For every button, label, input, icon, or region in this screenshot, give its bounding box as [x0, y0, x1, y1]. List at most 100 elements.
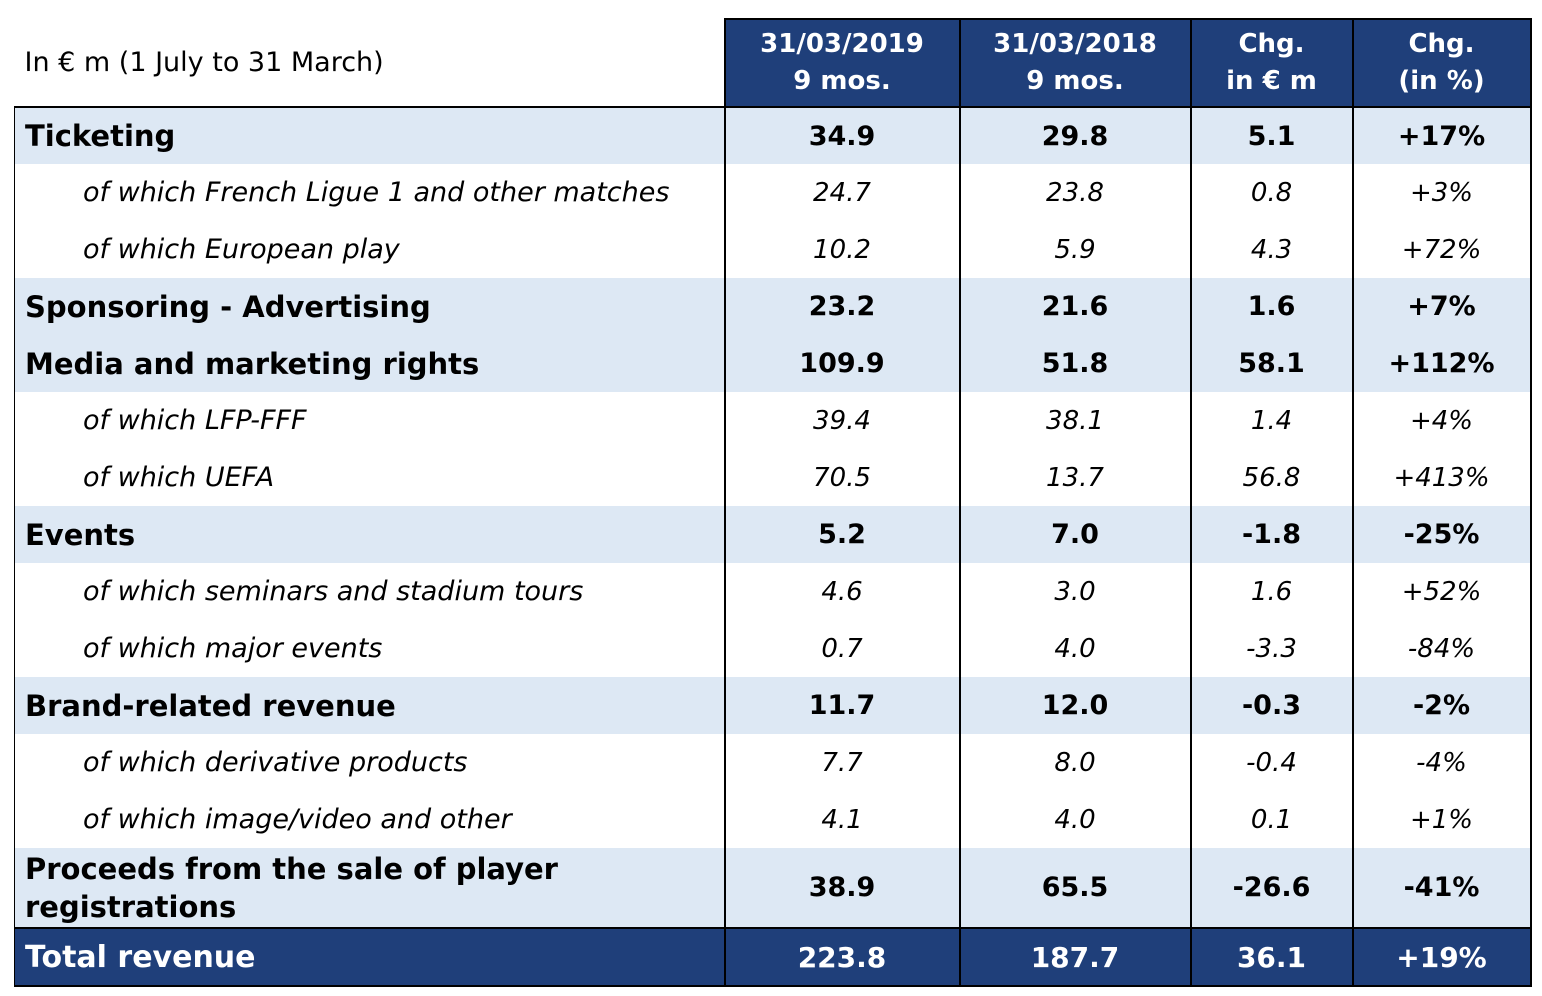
total-row: Total revenue 223.8 187.7 36.1 +19% — [14, 927, 1532, 987]
change-eur: 0.1 — [1189, 791, 1353, 848]
value-2018: 3.0 — [958, 563, 1191, 620]
change-pct: +4% — [1351, 392, 1532, 449]
change-eur: 5.1 — [1189, 107, 1353, 164]
row-label: Brand-related revenue — [14, 677, 725, 734]
change-pct: +3% — [1351, 164, 1532, 221]
table-body: Ticketing 34.9 29.8 5.1 +17% of which French … — [14, 107, 1532, 987]
column-header-2018: 31/03/2018 9 mos. — [958, 18, 1192, 108]
change-eur: 0.8 — [1189, 164, 1353, 221]
change-pct: +112% — [1351, 335, 1532, 392]
table-row: of which derivative products 7.7 8.0 -0.4 -4… — [14, 734, 1532, 791]
change-pct: +52% — [1351, 563, 1532, 620]
value-2019: 39.4 — [723, 392, 960, 449]
change-pct: +17% — [1351, 107, 1532, 164]
change-eur: 1.6 — [1189, 278, 1353, 335]
row-label: Media and marketing rights — [14, 335, 725, 392]
table-row: Brand-related revenue 11.7 12.0 -0.3 -2% — [14, 677, 1532, 734]
value-2018: 21.6 — [958, 278, 1191, 335]
revenue-table: In € m (1 July to 31 March) 31/03/2019 9… — [14, 18, 1532, 987]
table-row: of which image/video and other 4.1 4.0 0.1 +… — [14, 791, 1532, 848]
value-2018: 13.7 — [958, 449, 1191, 506]
value-2018: 65.5 — [958, 848, 1191, 928]
change-pct: +72% — [1351, 221, 1532, 278]
column-header-change-eur: Chg. in € m — [1189, 18, 1354, 108]
value-2018: 187.7 — [958, 927, 1191, 987]
value-2018: 38.1 — [958, 392, 1191, 449]
row-label: of which seminars and stadium tours — [14, 563, 725, 620]
value-2019: 223.8 — [723, 927, 960, 987]
value-2019: 5.2 — [723, 506, 960, 563]
change-pct: +413% — [1351, 449, 1532, 506]
change-pct: +1% — [1351, 791, 1532, 848]
value-2019: 0.7 — [723, 620, 960, 677]
value-2019: 4.6 — [723, 563, 960, 620]
change-pct: +19% — [1351, 927, 1532, 987]
change-pct: -25% — [1351, 506, 1532, 563]
row-label: Proceeds from the sale of player registr… — [14, 848, 725, 928]
row-label: of which derivative products — [14, 734, 725, 791]
value-2019: 4.1 — [723, 791, 960, 848]
change-pct: -4% — [1351, 734, 1532, 791]
value-2019: 7.7 — [723, 734, 960, 791]
value-2018: 29.8 — [958, 107, 1191, 164]
column-header-change-pct: Chg. (in %) — [1351, 18, 1532, 108]
value-2019: 70.5 — [723, 449, 960, 506]
column-header-line1: 31/03/2018 — [993, 29, 1157, 59]
value-2019: 23.2 — [723, 278, 960, 335]
column-header-line1: 31/03/2019 — [760, 29, 924, 59]
table-unit-label: In € m (1 July to 31 March) — [14, 19, 725, 108]
table-header-row: In € m (1 July to 31 March) 31/03/2019 9… — [14, 18, 1532, 108]
change-eur: -0.4 — [1189, 734, 1353, 791]
change-eur: 36.1 — [1189, 927, 1353, 987]
change-eur: 56.8 — [1189, 449, 1353, 506]
value-2018: 4.0 — [958, 791, 1191, 848]
value-2018: 51.8 — [958, 335, 1191, 392]
table-row: of which major events 0.7 4.0 -3.3 -84% — [14, 620, 1532, 677]
value-2018: 23.8 — [958, 164, 1191, 221]
change-eur: -0.3 — [1189, 677, 1353, 734]
table-row: Events 5.2 7.0 -1.8 -25% — [14, 506, 1532, 563]
value-2019: 10.2 — [723, 221, 960, 278]
change-pct: -41% — [1351, 848, 1532, 928]
value-2018: 4.0 — [958, 620, 1191, 677]
table-row: Ticketing 34.9 29.8 5.1 +17% — [14, 107, 1532, 164]
change-eur: -1.8 — [1189, 506, 1353, 563]
value-2019: 24.7 — [723, 164, 960, 221]
row-label: Sponsoring - Advertising — [14, 278, 725, 335]
change-pct: -2% — [1351, 677, 1532, 734]
column-header-line2: (in %) — [1398, 66, 1485, 96]
value-2018: 7.0 — [958, 506, 1191, 563]
change-eur: 1.4 — [1189, 392, 1353, 449]
value-2018: 5.9 — [958, 221, 1191, 278]
table-row: Sponsoring - Advertising 23.2 21.6 1.6 +7% — [14, 278, 1532, 335]
value-2019: 109.9 — [723, 335, 960, 392]
table-row: of which seminars and stadium tours 4.6 3.… — [14, 563, 1532, 620]
column-header-line2: 9 mos. — [793, 66, 891, 96]
row-label: Events — [14, 506, 725, 563]
column-header-line2: in € m — [1226, 66, 1317, 96]
column-header-line2: 9 mos. — [1026, 66, 1124, 96]
change-eur: 1.6 — [1189, 563, 1353, 620]
table-row: Media and marketing rights 109.9 51.8 58.1 +… — [14, 335, 1532, 392]
row-label: Total revenue — [14, 927, 725, 987]
row-label: Ticketing — [14, 107, 725, 164]
row-label: of which image/video and other — [14, 791, 725, 848]
table-row: Proceeds from the sale of player registr… — [14, 848, 1532, 928]
change-eur: 4.3 — [1189, 221, 1353, 278]
change-eur: 58.1 — [1189, 335, 1353, 392]
row-label: of which French Ligue 1 and other matche… — [14, 164, 725, 221]
table-row: of which French Ligue 1 and other matche… — [14, 164, 1532, 221]
row-label: of which UEFA — [14, 449, 725, 506]
change-pct: +7% — [1351, 278, 1532, 335]
table-row: of which UEFA 70.5 13.7 56.8 +413% — [14, 449, 1532, 506]
change-pct: -84% — [1351, 620, 1532, 677]
column-header-2019: 31/03/2019 9 mos. — [723, 18, 961, 108]
value-2019: 11.7 — [723, 677, 960, 734]
row-label: of which European play — [14, 221, 725, 278]
column-header-line1: Chg. — [1408, 29, 1475, 59]
change-eur: -3.3 — [1189, 620, 1353, 677]
table-row: of which European play 10.2 5.9 4.3 +72% — [14, 221, 1532, 278]
value-2018: 8.0 — [958, 734, 1191, 791]
table-row: of which LFP-FFF 39.4 38.1 1.4 +4% — [14, 392, 1532, 449]
column-header-line1: Chg. — [1238, 29, 1305, 59]
